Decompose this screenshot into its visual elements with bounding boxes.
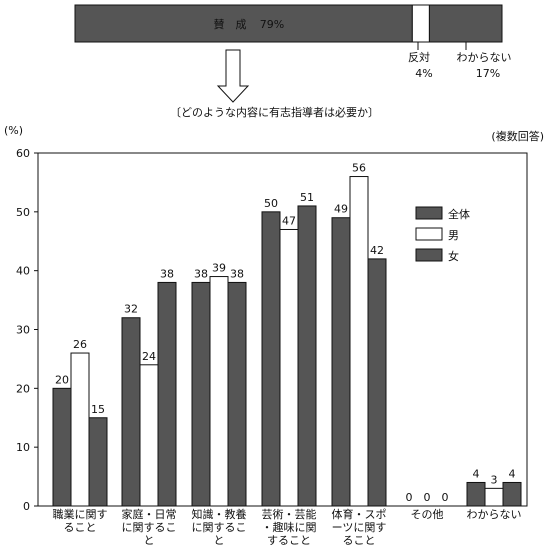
segment-agree xyxy=(74,4,413,43)
data-label: 47 xyxy=(282,214,296,227)
x-category-label: と xyxy=(144,534,155,547)
y-tick-label: 50 xyxy=(16,206,30,219)
segment-agree-label: 賛 成 xyxy=(214,17,247,31)
x-category-label: ・趣味に関 xyxy=(262,520,317,534)
x-category-label: 知識・教養 xyxy=(192,507,247,521)
y-tick-label: 10 xyxy=(16,441,30,454)
bar-全体 xyxy=(466,481,486,507)
segment-agree-value: 79% xyxy=(260,18,284,31)
legend-swatch xyxy=(415,206,443,220)
data-label: 26 xyxy=(73,338,87,351)
data-label: 24 xyxy=(142,350,156,363)
data-label: 42 xyxy=(370,244,384,257)
bar-全体 xyxy=(261,211,281,507)
bar-男 xyxy=(349,176,369,507)
bar-女 xyxy=(367,258,387,507)
segment-unknown-label: わからない xyxy=(457,51,512,64)
arrow-down-icon xyxy=(216,49,250,103)
x-category-label: 職業に関す xyxy=(53,508,108,521)
bar-男 xyxy=(139,364,159,507)
y-tick-label: 20 xyxy=(16,382,30,395)
legend-label: 全体 xyxy=(448,207,470,221)
bar-男 xyxy=(209,276,229,507)
x-category-label: に関するこ xyxy=(192,521,247,534)
x-category-label: 芸術・芸能 xyxy=(262,507,317,521)
data-label: 51 xyxy=(300,191,314,204)
bar-全体 xyxy=(331,217,351,507)
x-category-label: その他 xyxy=(411,508,444,521)
y-tick-label: 0 xyxy=(23,500,30,513)
bar-男 xyxy=(484,487,504,507)
segment-disagree-label: 反対 xyxy=(408,50,430,64)
data-label: 4 xyxy=(509,467,516,480)
x-category-label: と xyxy=(214,534,225,547)
legend-label: 女 xyxy=(448,249,459,263)
bar-女 xyxy=(227,281,247,507)
data-label: 4 xyxy=(473,467,480,480)
data-label: 38 xyxy=(160,267,174,280)
data-label: 0 xyxy=(424,491,431,504)
data-label: 38 xyxy=(230,267,244,280)
multiple-answer-note: (複数回答) xyxy=(491,129,544,143)
data-label: 49 xyxy=(334,203,348,216)
data-label: 38 xyxy=(194,267,208,280)
y-tick-label: 60 xyxy=(16,147,30,160)
legend-swatch xyxy=(415,248,443,262)
data-label: 3 xyxy=(491,473,498,486)
x-category-label: すること xyxy=(267,534,311,547)
x-category-label: に関するこ xyxy=(122,521,177,534)
legend-swatch xyxy=(415,227,443,241)
y-unit-label: (%) xyxy=(4,124,23,137)
bar-全体 xyxy=(191,281,211,507)
bar-全体 xyxy=(121,317,141,507)
segment-unknown xyxy=(428,4,503,43)
segment-disagree-value: 4% xyxy=(415,67,432,80)
data-label: 32 xyxy=(124,303,138,316)
bar-女 xyxy=(157,281,177,507)
segment-unknown-value: 17% xyxy=(476,67,500,80)
bar-女 xyxy=(502,481,522,507)
data-label: 56 xyxy=(352,162,366,175)
data-label: 0 xyxy=(406,491,413,504)
legend-label: 男 xyxy=(448,229,459,242)
x-category-label: ること xyxy=(343,534,376,547)
bar-女 xyxy=(297,205,317,507)
data-label: 20 xyxy=(55,373,69,386)
data-label: 0 xyxy=(442,491,449,504)
data-label: 39 xyxy=(212,262,226,275)
data-label: 15 xyxy=(91,403,105,416)
y-tick-label: 30 xyxy=(16,324,30,337)
x-category-label: ーツに関す xyxy=(332,521,387,534)
data-label: 50 xyxy=(264,197,278,210)
x-category-label: 家庭・日常 xyxy=(122,507,177,521)
bar-女 xyxy=(88,417,108,507)
x-category-label: わからない xyxy=(467,508,522,521)
x-category-label: 体育・スポ xyxy=(332,507,387,521)
x-category-label: ること xyxy=(64,521,97,534)
question-text: 〔どのような内容に有志指導者は必要か〕 xyxy=(170,105,379,119)
bar-男 xyxy=(279,228,299,507)
segment-disagree xyxy=(411,4,430,43)
y-tick-label: 40 xyxy=(16,265,30,278)
bar-全体 xyxy=(52,387,72,507)
bar-男 xyxy=(70,352,90,507)
